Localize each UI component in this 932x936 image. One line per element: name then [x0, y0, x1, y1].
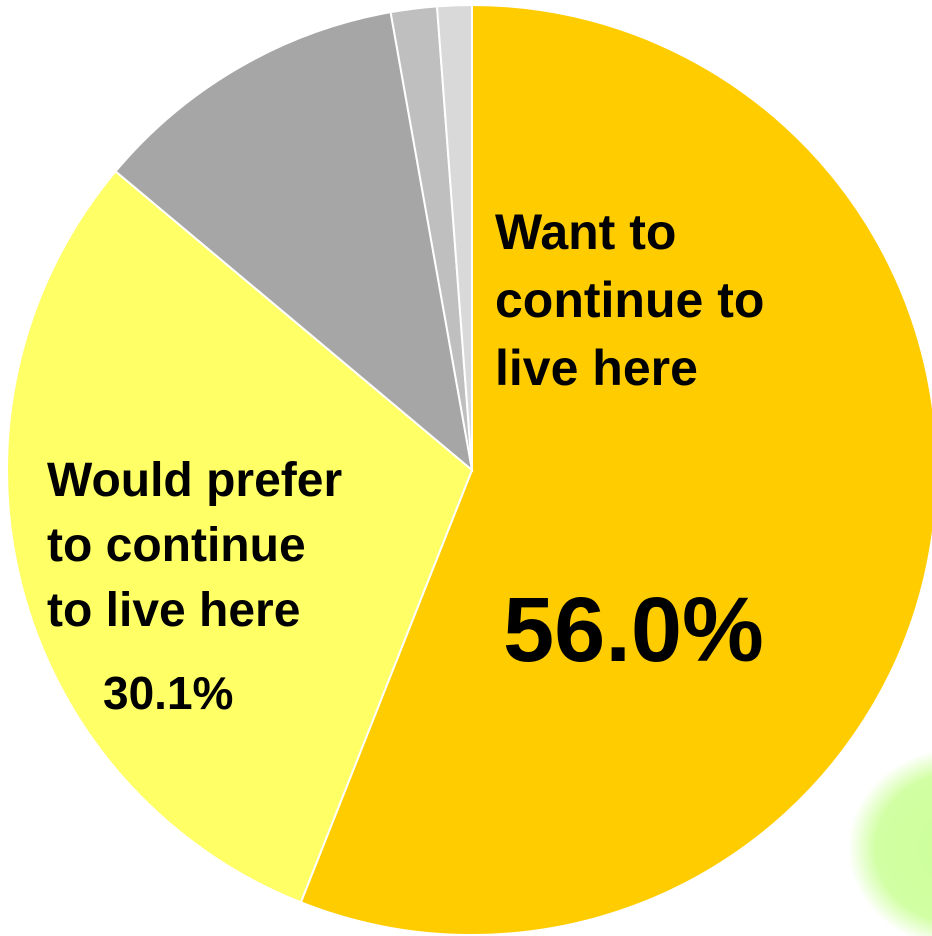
decorative-blob — [848, 751, 932, 936]
slice-value-would-prefer: 30.1% — [103, 667, 234, 719]
slice-label-would-prefer: Would prefer to continue to live here — [47, 454, 343, 637]
slice-label-want-to-continue: Want to continue to live here — [495, 204, 765, 396]
slice-value-want-to-continue: 56.0% — [503, 579, 764, 681]
pie-slices — [5, 3, 932, 936]
pie-slice-1 — [5, 169, 474, 904]
pie-slice-0 — [299, 3, 932, 936]
pie-slice-2 — [114, 11, 474, 473]
pie-slice-4 — [435, 3, 473, 471]
